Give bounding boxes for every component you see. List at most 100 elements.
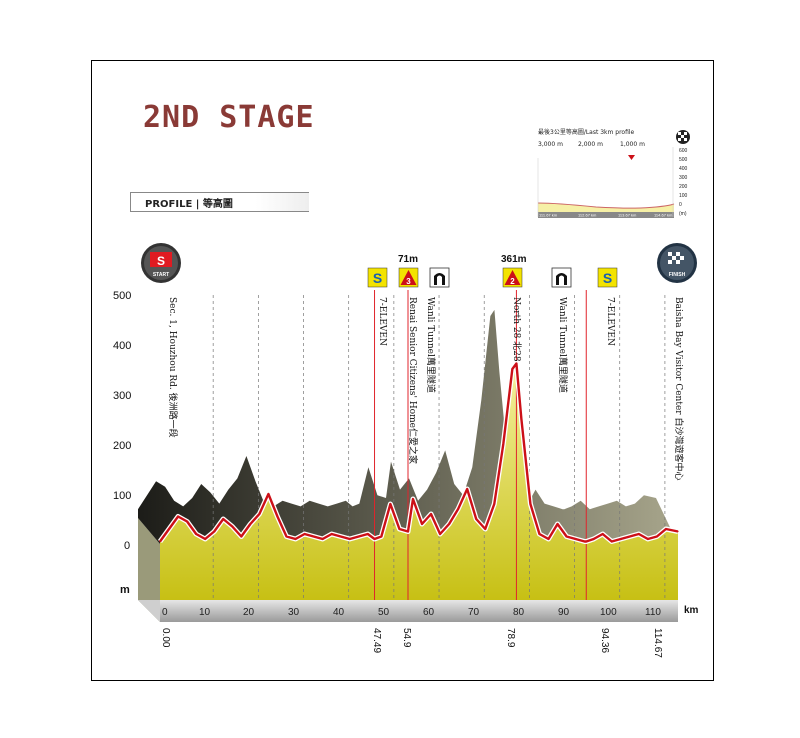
kom-category-2-icon: 2	[502, 267, 523, 288]
x-tick-label: 110	[645, 607, 661, 618]
km-marker-label: 94.36	[599, 628, 610, 653]
waypoint-label: Renai Senior Citizens' Home仁愛之家	[407, 297, 419, 464]
svg-text:S: S	[157, 254, 165, 268]
y-axis-unit: m	[120, 584, 130, 596]
inset-marker-icon	[628, 155, 635, 160]
km-marker-label: 0.00	[160, 628, 171, 648]
profile-point	[389, 503, 391, 505]
y-tick-label: 100	[113, 490, 131, 502]
inset-x-tick: 111.67 km	[539, 213, 558, 218]
profile-point	[349, 538, 351, 540]
profile-point	[565, 535, 568, 538]
inset-y-tick: 200	[679, 184, 688, 190]
km-marker-label: 114.67	[652, 628, 663, 658]
profile-point	[574, 538, 577, 540]
inset-y-tick: (m)	[679, 211, 687, 217]
profile-point	[538, 533, 541, 535]
inset-y-tick: 100	[679, 193, 688, 199]
x-tick-label: 40	[333, 607, 345, 618]
x-tick-label: 80	[513, 607, 525, 618]
inset-top-label: 1,000 m	[620, 141, 645, 148]
km-marker-label: 47.49	[371, 628, 382, 653]
inset-y-tick: 300	[679, 175, 688, 181]
inset-x-tick: 114.67 km	[654, 213, 673, 218]
inset-x-tick: 113.67 km	[618, 213, 637, 218]
x-tick-label: 20	[243, 607, 255, 618]
profile-left-wall	[138, 518, 160, 622]
svg-text:2: 2	[510, 277, 515, 286]
svg-text:3: 3	[406, 277, 411, 286]
stage-title: 2ND STAGE	[143, 100, 315, 135]
tunnel-icon	[551, 267, 572, 288]
waypoint-label: Sec. 1, Houzhou Rd. 後洲路一段	[167, 297, 179, 438]
profile-point	[159, 540, 161, 543]
profile-point	[312, 535, 315, 538]
x-tick-label: 30	[288, 607, 300, 618]
profile-point	[373, 538, 376, 540]
last-3km-inset: 最後3公里等高圖/Last 3km profile 3,000 m 2,000 …	[536, 125, 696, 225]
waypoint-label: Baisha Bay Visitor Center 白沙灣遊客中心	[673, 297, 685, 480]
profile-point	[547, 538, 550, 540]
profile-point	[258, 513, 260, 515]
x-tick-label: 60	[423, 607, 435, 618]
profile-label-tag: PROFILE | 等高圖	[130, 192, 309, 212]
inset-base	[538, 212, 674, 218]
profile-label: PROFILE | 等高圖	[145, 199, 233, 210]
profile-point	[168, 528, 170, 530]
profile-point	[493, 503, 495, 505]
waypoint-label: Wanli Tunnel萬里隧道	[557, 297, 569, 393]
profile-point	[398, 528, 401, 530]
profile-point	[602, 533, 604, 535]
profile-point	[294, 538, 297, 540]
svg-text:FINISH: FINISH	[669, 272, 686, 278]
profile-point	[620, 538, 622, 540]
profile-point	[585, 540, 587, 543]
profile-point	[515, 362, 518, 365]
distance-axis-bar	[160, 600, 678, 622]
profile-point	[412, 498, 414, 500]
km-marker-label: 78.9	[505, 628, 516, 648]
profile-point	[511, 368, 513, 370]
inset-x-tick: 112.67 km	[578, 213, 597, 218]
profile-point	[457, 508, 459, 510]
profile-point	[677, 530, 679, 533]
y-tick-label: 300	[113, 390, 131, 402]
profile-point	[267, 493, 270, 495]
intermediate-sprint-icon: S	[597, 267, 618, 288]
profile-point	[665, 528, 667, 530]
svg-text:S: S	[603, 270, 612, 286]
profile-point	[520, 418, 522, 420]
x-tick-label: 0	[162, 607, 168, 618]
profile-point	[629, 535, 631, 538]
profile-point	[439, 533, 441, 535]
profile-point	[322, 538, 324, 540]
kom-altitude-label: 361m	[501, 254, 527, 265]
x-tick-label: 70	[468, 607, 480, 618]
profile-point	[303, 533, 306, 535]
kom-altitude-label: 71m	[398, 254, 418, 265]
finish-icon: FINISH	[657, 243, 697, 283]
x-tick-label: 10	[199, 607, 211, 618]
profile-point	[380, 535, 382, 538]
profile-point	[276, 515, 279, 518]
y-tick-label: 400	[113, 340, 131, 352]
inset-title: 最後3公里等高圖/Last 3km profile	[538, 129, 635, 136]
profile-point	[231, 525, 233, 528]
profile-point	[285, 535, 288, 538]
svg-text:START: START	[153, 272, 169, 278]
waypoint-label: Wanli Tunnel萬里隧道	[425, 297, 437, 393]
profile-point	[484, 528, 486, 530]
profile-point	[340, 535, 342, 538]
x-tick-label: 100	[600, 607, 617, 618]
waypoint-label: 7-ELEVEN	[377, 297, 387, 346]
profile-point	[529, 503, 532, 505]
y-tick-label: 200	[113, 440, 131, 452]
profile-point	[502, 443, 504, 445]
km-marker-label: 54.9	[401, 628, 412, 648]
y-tick-label: 0	[124, 540, 130, 552]
tunnel-icon	[429, 267, 450, 288]
inset-y-tick: 600	[679, 148, 688, 154]
profile-point	[656, 535, 658, 538]
svg-text:S: S	[373, 270, 382, 286]
